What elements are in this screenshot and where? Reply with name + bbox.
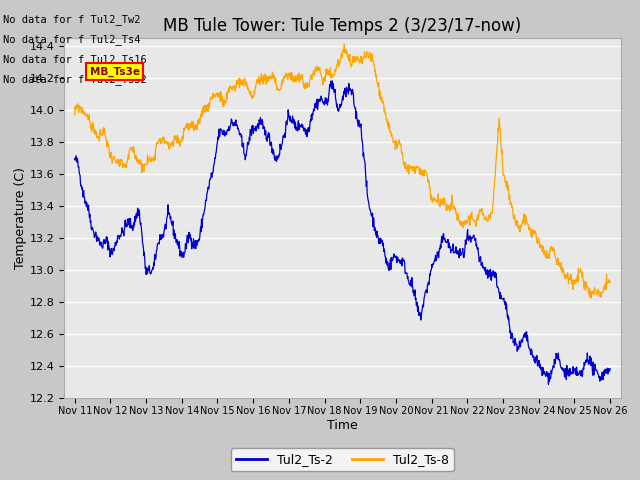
Legend: Tul2_Ts-2, Tul2_Ts-8: Tul2_Ts-2, Tul2_Ts-8 — [231, 448, 454, 471]
Text: No data for f Tul2_Ts4: No data for f Tul2_Ts4 — [3, 34, 141, 45]
X-axis label: Time: Time — [327, 419, 358, 432]
Text: No data for f Tul2_Ts32: No data for f Tul2_Ts32 — [3, 74, 147, 85]
Y-axis label: Temperature (C): Temperature (C) — [13, 168, 27, 269]
Text: No data for f Tul2_Ts16: No data for f Tul2_Ts16 — [3, 54, 147, 65]
Text: No data for f Tul2_Tw2: No data for f Tul2_Tw2 — [3, 13, 141, 24]
Title: MB Tule Tower: Tule Temps 2 (3/23/17-now): MB Tule Tower: Tule Temps 2 (3/23/17-now… — [163, 17, 522, 36]
Text: MB_Ts3e: MB_Ts3e — [90, 66, 140, 77]
